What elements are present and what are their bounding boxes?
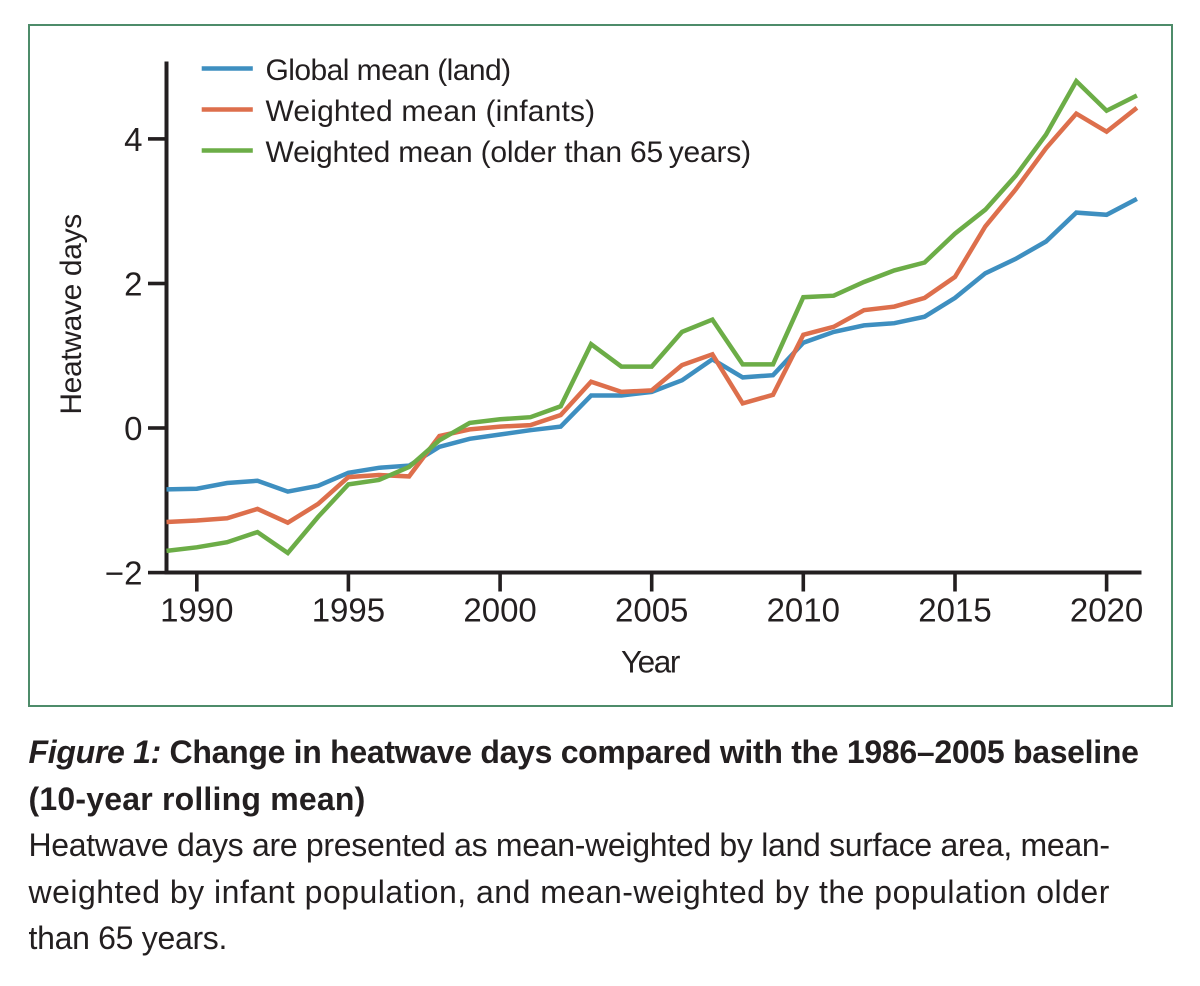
svg-text:2000: 2000 bbox=[463, 592, 536, 629]
svg-text:2015: 2015 bbox=[918, 592, 991, 629]
svg-text:Global mean (land): Global mean (land) bbox=[266, 54, 511, 87]
svg-text:2010: 2010 bbox=[767, 592, 840, 629]
svg-text:Weighted mean (infants): Weighted mean (infants) bbox=[266, 95, 596, 128]
svg-text:2: 2 bbox=[124, 265, 142, 302]
svg-text:2005: 2005 bbox=[615, 592, 688, 629]
svg-text:2020: 2020 bbox=[1070, 592, 1143, 629]
svg-text:−2: −2 bbox=[105, 555, 143, 592]
svg-text:4: 4 bbox=[124, 121, 142, 158]
svg-text:Heatwave days: Heatwave days bbox=[55, 214, 88, 415]
svg-text:1990: 1990 bbox=[160, 592, 233, 629]
svg-text:0: 0 bbox=[124, 410, 142, 447]
svg-text:Year: Year bbox=[621, 644, 680, 680]
svg-text:Weighted mean (older than 65 y: Weighted mean (older than 65 years) bbox=[266, 136, 751, 169]
svg-text:1995: 1995 bbox=[312, 592, 385, 629]
